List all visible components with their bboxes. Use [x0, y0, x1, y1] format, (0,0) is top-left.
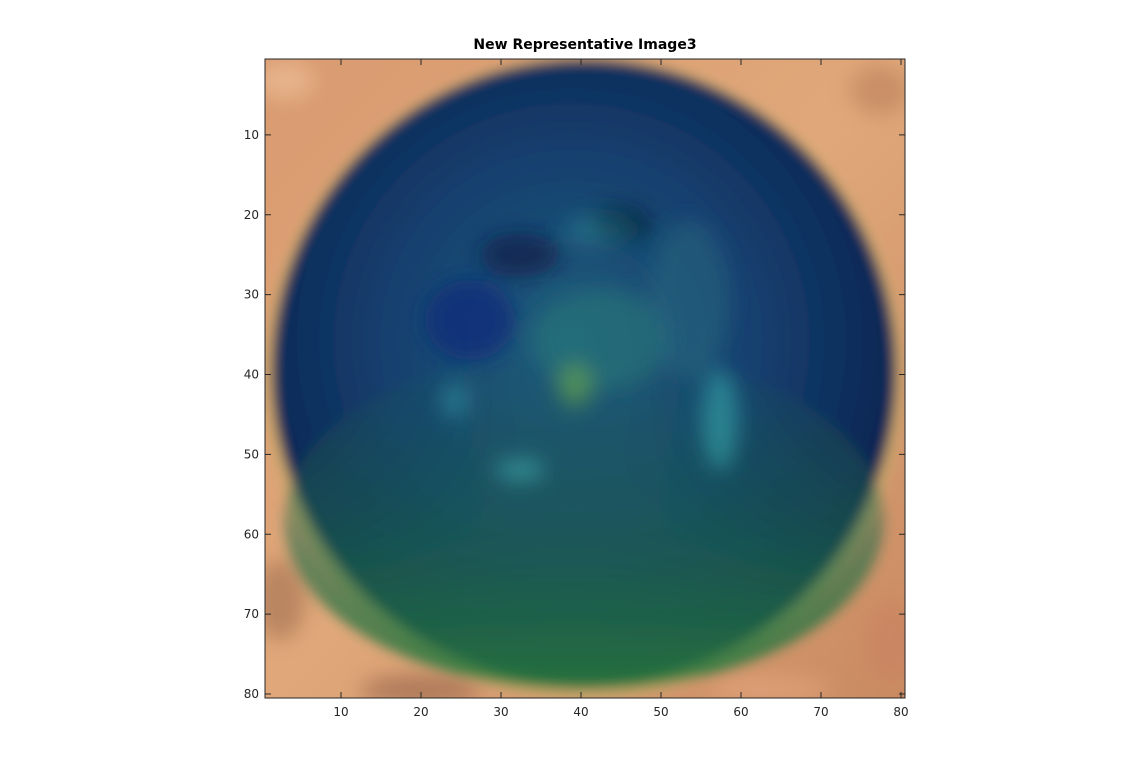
y-tick-label: 30 [244, 288, 259, 302]
y-tick-label: 20 [244, 208, 259, 222]
x-tick-label: 60 [733, 705, 748, 719]
x-axis: 10 20 30 40 50 60 70 80 [333, 59, 909, 719]
y-axis: 10 20 30 40 50 60 70 80 [244, 128, 905, 701]
x-tick-label: 10 [333, 705, 348, 719]
x-tick-label: 70 [813, 705, 828, 719]
y-tick-label: 40 [244, 368, 259, 382]
x-tick-label: 50 [653, 705, 668, 719]
y-tick-label: 80 [244, 687, 259, 701]
image-layer [265, 59, 905, 698]
y-tick-label: 70 [244, 607, 259, 621]
axes-frame [264, 58, 906, 699]
y-tick-label: 50 [244, 447, 259, 461]
y-tick-label: 10 [244, 128, 259, 142]
x-tick-label: 20 [413, 705, 428, 719]
x-tick-label: 40 [573, 705, 588, 719]
chart-title: New Representative Image3 [473, 37, 697, 53]
x-tick-label: 80 [893, 705, 908, 719]
y-tick-label: 60 [244, 527, 259, 541]
x-tick-label: 30 [493, 705, 508, 719]
